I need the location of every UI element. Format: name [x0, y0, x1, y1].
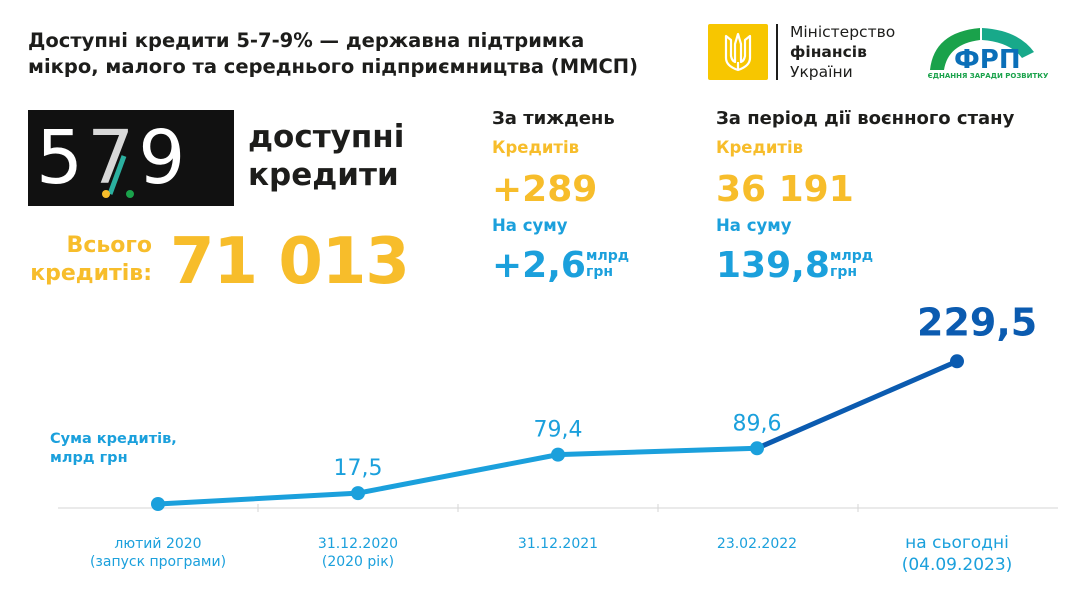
- data-point-2: [351, 486, 365, 501]
- brand-digit-5: 5: [36, 115, 88, 201]
- war-unit-line1: млрд: [830, 248, 874, 264]
- brand-word1: доступні: [248, 119, 405, 155]
- brand-579-number: 579: [36, 112, 189, 204]
- trident-icon: [708, 24, 768, 80]
- week-sum-value: +2,6: [492, 245, 586, 286]
- data-label-4: 89,6: [733, 411, 782, 436]
- x-tick-label-5-2: (04.09.2023): [902, 555, 1013, 575]
- line-segment-1: [155, 490, 361, 507]
- chart-series-label-line1: Сума кредитів,: [50, 431, 177, 447]
- war-loans-value: 36 191: [716, 169, 854, 210]
- war-loans-label: Кредитів: [716, 138, 804, 157]
- brand-579-box: [28, 110, 234, 206]
- brand-percent-mark: [102, 155, 134, 198]
- x-tick-label-1-2: (запуск програми): [90, 554, 226, 570]
- data-label-5: 229,5: [917, 300, 1037, 344]
- brand-digit-9: 9: [138, 115, 190, 201]
- data-point-1: [151, 497, 165, 511]
- ministry-logo-text: Міністерство фінансів України: [790, 22, 895, 82]
- week-unit-line2: грн: [586, 264, 614, 280]
- ministry-line2: фінансів: [790, 43, 867, 61]
- data-point-5: [950, 354, 964, 369]
- brand-word2: кредити: [248, 157, 399, 193]
- page-title-line2: мікро, малого та середнього підприємницт…: [28, 55, 639, 78]
- war-unit-line2: грн: [830, 264, 858, 280]
- total-loans-label: Всього кредитів:: [22, 232, 152, 288]
- frp-logo: ФРП: [930, 28, 1034, 75]
- chart-series-label: Сума кредитів, млрд грн: [50, 430, 177, 468]
- page-title-line1: Доступні кредити 5-7-9% — державна підтр…: [28, 29, 585, 52]
- frp-tagline: ЄДНАННЯ ЗАРАДИ РОЗВИТКУ: [927, 72, 1049, 80]
- line-segment-4: [754, 358, 960, 451]
- total-label-line1: Всього: [66, 233, 152, 258]
- week-sum-label: На суму: [492, 216, 568, 235]
- x-tick-label-2-1: 31.12.2020: [318, 536, 398, 552]
- ministry-line3: України: [790, 63, 853, 81]
- data-label-2: 17,5: [334, 456, 383, 481]
- week-sum-unit: млрд грн: [586, 248, 629, 280]
- week-heading: За тиждень: [492, 108, 615, 129]
- x-tick-label-2-2: (2020 рік): [322, 554, 394, 570]
- data-label-3: 79,4: [534, 418, 583, 443]
- line-segment-3: [555, 445, 760, 458]
- total-label-line2: кредитів:: [30, 261, 152, 286]
- x-tick-label-3-1: 31.12.2021: [518, 536, 598, 552]
- week-loans-label: Кредитів: [492, 138, 580, 157]
- week-unit-line1: млрд: [586, 248, 630, 264]
- chart-series-label-line2: млрд грн: [50, 450, 128, 466]
- x-tick-label-1-1: лютий 2020: [114, 536, 201, 552]
- x-tick-label-4-1: 23.02.2022: [717, 536, 797, 552]
- logo-divider: [776, 24, 778, 80]
- line-segment-2: [355, 452, 561, 496]
- war-sum-value: 139,8: [716, 245, 830, 286]
- brand-text: доступні кредити: [248, 118, 404, 194]
- data-point-4: [750, 441, 764, 456]
- x-tick-label-5-1: на сьогодні: [905, 533, 1009, 553]
- week-loans-value: +289: [492, 169, 598, 210]
- ministry-line1: Міністерство: [790, 23, 896, 41]
- frp-logo-name: ФРП: [954, 45, 1021, 75]
- war-sum-unit: млрд грн: [830, 248, 873, 280]
- total-loans-value: 71 013: [170, 225, 410, 299]
- war-period-heading: За період дії воєнного стану: [716, 108, 1015, 129]
- page-title: Доступні кредити 5-7-9% — державна підтр…: [28, 28, 718, 80]
- data-point-3: [551, 447, 565, 462]
- war-sum-label: На суму: [716, 216, 792, 235]
